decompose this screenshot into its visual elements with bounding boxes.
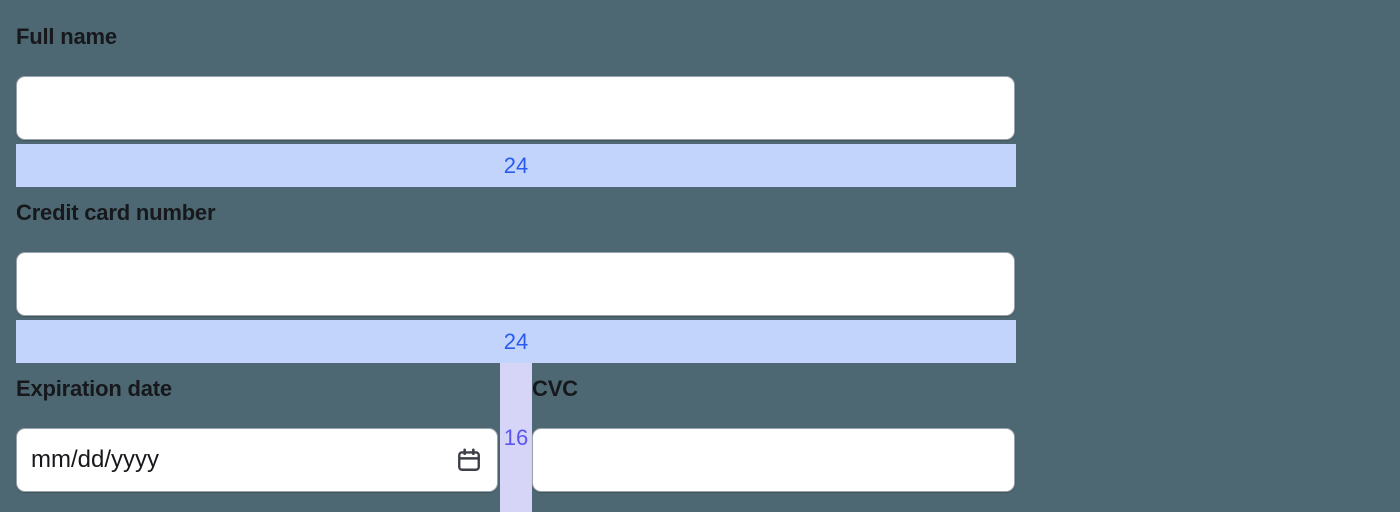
row-gap-value-2: 24	[503, 328, 529, 354]
row-gap-band-1: 24	[16, 144, 1016, 187]
payment-form: Full name 24 Credit card number 24 Expir…	[16, 0, 1016, 512]
expiration-date-field	[16, 428, 498, 492]
cvc-label: CVC	[532, 376, 578, 401]
calendar-icon[interactable]	[456, 447, 482, 473]
row-gap-band-2: 24	[16, 320, 1016, 363]
row-gap-value-1: 24	[503, 152, 529, 178]
column-gap-value-1: 16	[503, 424, 529, 450]
credit-card-number-input[interactable]	[16, 252, 1015, 316]
full-name-label: Full name	[16, 24, 117, 49]
cvc-input[interactable]	[532, 428, 1015, 492]
credit-card-number-label: Credit card number	[16, 200, 216, 225]
full-name-input[interactable]	[16, 76, 1015, 140]
column-gap-band-1: 16	[500, 363, 532, 512]
expiration-date-label: Expiration date	[16, 376, 172, 401]
expiration-date-input[interactable]	[16, 428, 498, 492]
